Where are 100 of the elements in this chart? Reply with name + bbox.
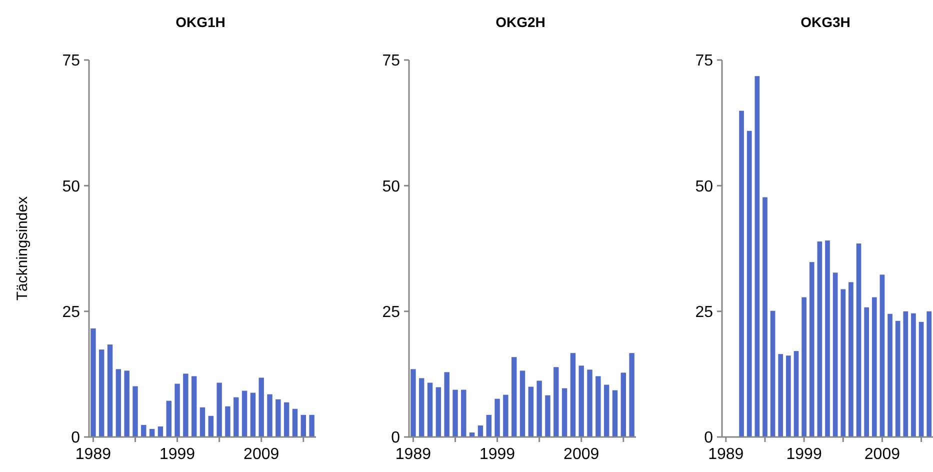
bar bbox=[250, 392, 256, 437]
x-tick-label: 1989 bbox=[708, 446, 744, 463]
y-tick-label: 50 bbox=[382, 178, 400, 196]
bar bbox=[461, 390, 466, 437]
x-tick-label: 1989 bbox=[75, 446, 112, 463]
bar bbox=[762, 197, 768, 437]
bar bbox=[90, 328, 96, 437]
bar bbox=[620, 372, 626, 437]
y-tick-label: 0 bbox=[391, 430, 400, 447]
x-tick-label: 2009 bbox=[244, 446, 280, 463]
bar bbox=[183, 374, 188, 437]
bar bbox=[587, 370, 592, 437]
bar bbox=[419, 378, 424, 437]
bar bbox=[208, 416, 214, 437]
bar bbox=[300, 414, 306, 437]
x-tick-label: 1999 bbox=[159, 446, 196, 463]
bar bbox=[258, 378, 264, 437]
bar bbox=[817, 241, 822, 437]
bar bbox=[427, 382, 433, 437]
bar bbox=[216, 382, 222, 437]
bar bbox=[132, 386, 138, 437]
y-tick-label: 75 bbox=[695, 52, 714, 70]
y-tick-label: 50 bbox=[695, 178, 714, 196]
bar bbox=[452, 390, 458, 437]
bar bbox=[191, 376, 197, 437]
bar bbox=[511, 357, 517, 437]
bar bbox=[503, 394, 508, 437]
bar bbox=[174, 384, 180, 437]
bar bbox=[166, 400, 172, 437]
bar bbox=[794, 351, 799, 437]
bar bbox=[895, 320, 900, 437]
bar bbox=[570, 353, 576, 437]
chart-title: OKG2H bbox=[496, 14, 546, 30]
bar bbox=[444, 372, 450, 437]
bar bbox=[911, 313, 916, 437]
y-tick-label: 25 bbox=[382, 304, 400, 321]
x-tick-label: 1999 bbox=[786, 446, 822, 463]
bar bbox=[486, 414, 492, 437]
bar bbox=[200, 407, 206, 437]
x-tick-label: 2009 bbox=[864, 446, 900, 463]
bar bbox=[872, 297, 877, 437]
bar bbox=[926, 311, 932, 437]
y-tick-label: 75 bbox=[382, 52, 400, 70]
bar bbox=[536, 380, 542, 437]
bar bbox=[604, 384, 610, 437]
bar bbox=[840, 289, 846, 437]
bar bbox=[770, 310, 776, 437]
bar bbox=[292, 408, 298, 437]
y-tick-label: 0 bbox=[704, 430, 714, 447]
bar bbox=[158, 426, 164, 437]
bar bbox=[918, 322, 924, 437]
y-tick-label: 25 bbox=[695, 304, 714, 321]
bar bbox=[242, 390, 248, 437]
bar bbox=[786, 356, 791, 437]
bar bbox=[124, 370, 130, 437]
bar bbox=[234, 397, 239, 437]
y-axis-title: Täckningsindex bbox=[14, 196, 31, 301]
y-tick-label: 25 bbox=[62, 304, 80, 321]
bar bbox=[267, 394, 272, 437]
bar bbox=[141, 424, 146, 437]
bar bbox=[778, 354, 784, 437]
bar bbox=[802, 297, 806, 437]
chart-title: OKG1H bbox=[176, 14, 226, 30]
y-tick-label: 50 bbox=[62, 178, 80, 196]
bar bbox=[520, 370, 526, 437]
bar bbox=[809, 262, 814, 437]
bar bbox=[629, 353, 634, 437]
bar bbox=[825, 240, 830, 437]
bar bbox=[888, 314, 892, 437]
x-tick-label: 1999 bbox=[479, 446, 516, 463]
bar bbox=[284, 402, 290, 437]
bar bbox=[494, 398, 500, 437]
bar bbox=[754, 76, 760, 437]
bar bbox=[856, 243, 862, 437]
bar bbox=[554, 367, 559, 437]
bar bbox=[578, 366, 584, 437]
bar bbox=[864, 307, 869, 437]
bar bbox=[410, 369, 416, 437]
y-tick-label: 75 bbox=[62, 52, 80, 70]
bar bbox=[903, 311, 908, 437]
bar bbox=[107, 344, 113, 437]
bar bbox=[832, 272, 838, 437]
bar bbox=[116, 369, 122, 437]
bar bbox=[596, 376, 601, 437]
bar bbox=[739, 110, 744, 437]
x-tick-label: 2009 bbox=[564, 446, 600, 463]
bar bbox=[436, 387, 442, 437]
bar bbox=[746, 130, 752, 437]
bar bbox=[478, 425, 484, 437]
y-tick-label: 0 bbox=[71, 430, 80, 447]
bar bbox=[309, 414, 314, 437]
bar bbox=[848, 282, 854, 437]
bar bbox=[880, 274, 885, 437]
bar bbox=[225, 406, 230, 437]
x-tick-label: 1989 bbox=[395, 446, 432, 463]
bar bbox=[562, 388, 568, 437]
bar bbox=[545, 395, 550, 437]
bar bbox=[528, 386, 534, 437]
bar bbox=[612, 390, 618, 437]
chart-title: OKG3H bbox=[800, 14, 850, 30]
